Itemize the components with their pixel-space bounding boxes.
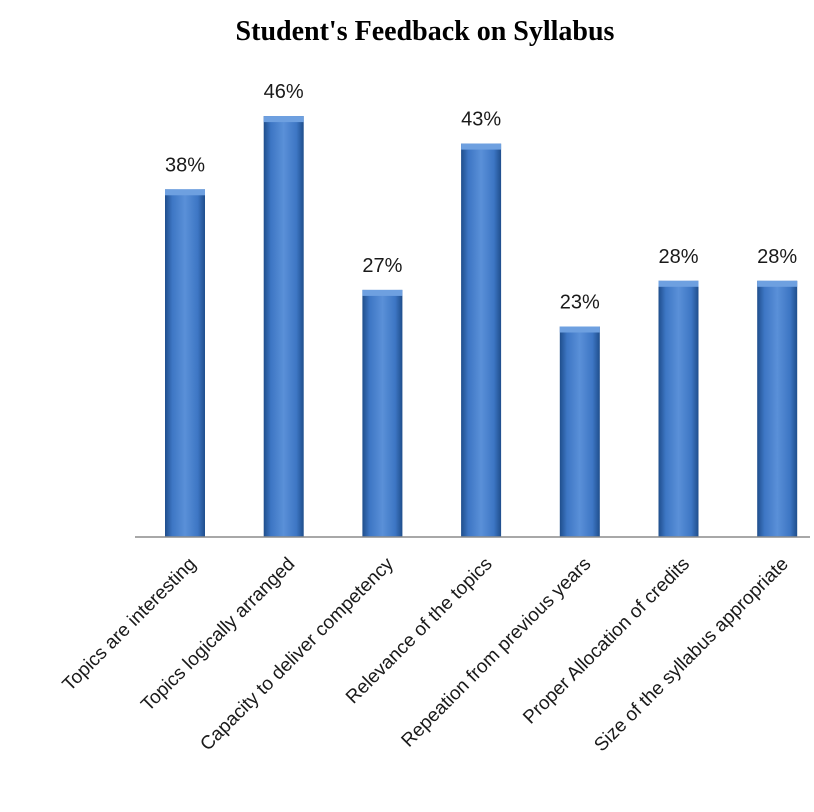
bar-cap-6 — [658, 280, 699, 287]
bar-cap-2 — [263, 116, 304, 123]
value-label-6: 28% — [658, 246, 698, 268]
bar-3 — [362, 289, 403, 537]
category-label-3: Capacity to deliver competency — [196, 553, 398, 755]
bar-cap-3 — [362, 289, 403, 296]
bar-7 — [757, 280, 798, 537]
bar-cap-7 — [757, 280, 798, 287]
bar-cap-4 — [461, 143, 502, 150]
chart-title: Student's Feedback on Syllabus — [236, 16, 615, 47]
bars-group — [165, 116, 798, 538]
value-label-2: 46% — [264, 81, 304, 103]
value-label-3: 27% — [362, 255, 402, 277]
category-label-5: Repeation from previous years — [398, 554, 596, 752]
value-label-4: 43% — [461, 109, 501, 131]
category-label-7: Size of the syllabus appropriate — [590, 554, 792, 756]
bar-1 — [165, 189, 205, 538]
value-label-7: 28% — [757, 246, 797, 268]
bar-2 — [263, 116, 304, 537]
bar-6 — [658, 280, 699, 537]
bar-cap-5 — [559, 326, 600, 333]
bar-4 — [461, 143, 502, 537]
value-label-5: 23% — [560, 292, 600, 314]
category-label-6: Proper Allocation of credits — [519, 554, 694, 729]
bar-cap-1 — [165, 189, 205, 196]
value-label-1: 38% — [165, 154, 205, 176]
bar-5 — [559, 326, 600, 537]
